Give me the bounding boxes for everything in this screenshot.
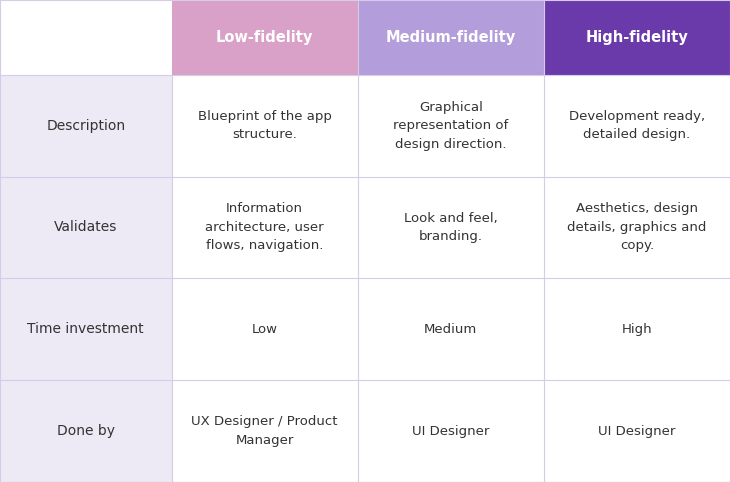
Bar <box>544 380 730 482</box>
Text: UI Designer: UI Designer <box>412 425 489 438</box>
Text: Development ready,
detailed design.: Development ready, detailed design. <box>569 110 705 141</box>
Bar <box>0 75 172 482</box>
Text: High: High <box>622 323 652 336</box>
Bar <box>544 176 730 279</box>
Bar <box>544 279 730 380</box>
Text: Description: Description <box>46 119 126 133</box>
Text: UI Designer: UI Designer <box>599 425 675 438</box>
Text: Blueprint of the app
structure.: Blueprint of the app structure. <box>198 110 331 141</box>
Text: High-fidelity: High-fidelity <box>585 30 688 45</box>
Text: Time investment: Time investment <box>28 322 144 336</box>
Bar <box>172 279 358 380</box>
Bar <box>172 380 358 482</box>
Bar <box>358 279 544 380</box>
Bar <box>544 75 730 176</box>
Text: Aesthetics, design
details, graphics and
copy.: Aesthetics, design details, graphics and… <box>567 202 707 253</box>
Text: Look and feel,
branding.: Look and feel, branding. <box>404 212 498 243</box>
Bar <box>358 176 544 279</box>
Text: Validates: Validates <box>54 220 118 234</box>
Text: UX Designer / Product
Manager: UX Designer / Product Manager <box>191 415 338 447</box>
Bar <box>358 75 544 176</box>
Text: Medium: Medium <box>424 323 477 336</box>
Text: Information
architecture, user
flows, navigation.: Information architecture, user flows, na… <box>205 202 324 253</box>
Bar <box>172 0 358 75</box>
Bar <box>358 380 544 482</box>
Text: Medium-fidelity: Medium-fidelity <box>385 30 516 45</box>
Bar <box>358 0 544 75</box>
Bar <box>172 75 358 176</box>
Text: Low-fidelity: Low-fidelity <box>216 30 313 45</box>
Text: Low: Low <box>252 323 277 336</box>
Text: Graphical
representation of
design direction.: Graphical representation of design direc… <box>393 101 508 150</box>
Bar <box>172 176 358 279</box>
Text: Done by: Done by <box>57 424 115 438</box>
Bar <box>544 0 730 75</box>
